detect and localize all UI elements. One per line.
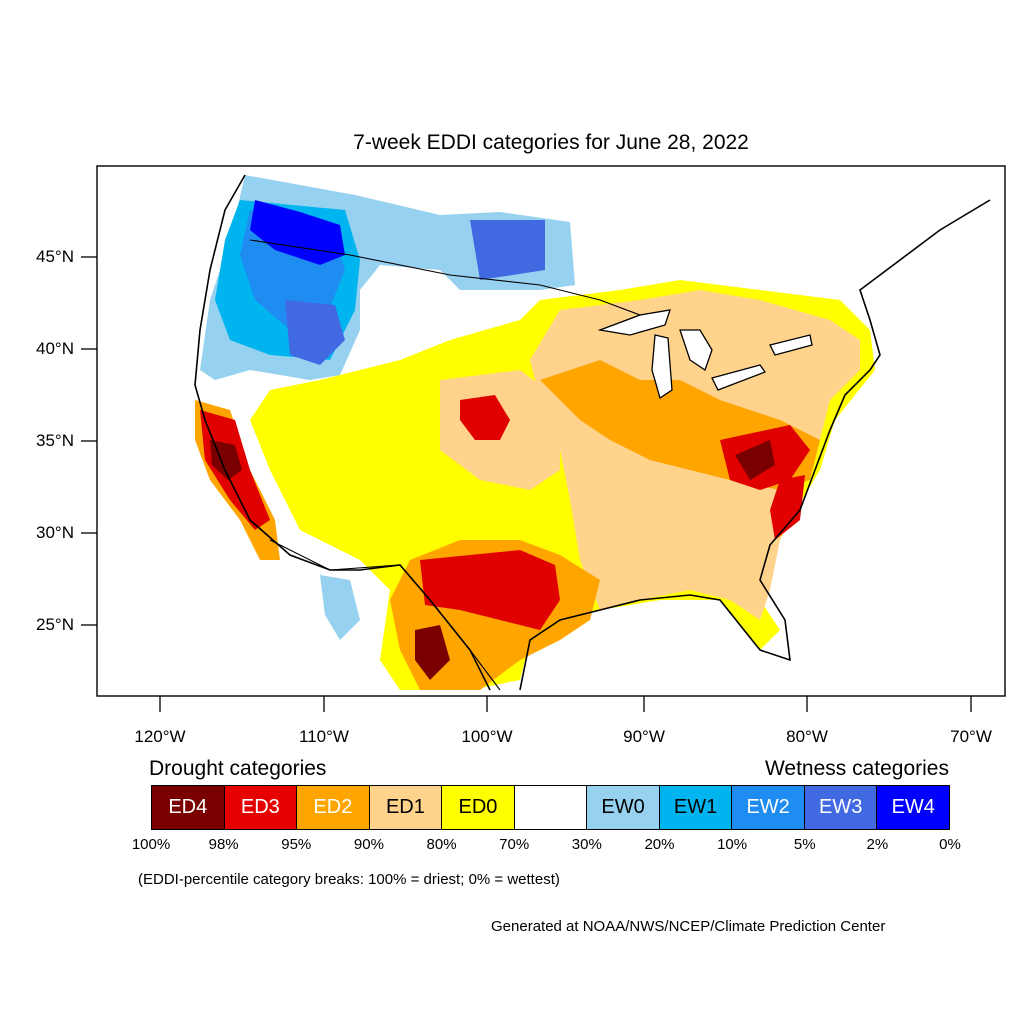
longitude-label: 70°W bbox=[950, 727, 992, 746]
break-label: 0% bbox=[939, 836, 961, 853]
axis-ticks bbox=[81, 256, 972, 712]
longitude-label: 120°W bbox=[134, 727, 186, 746]
map-field bbox=[194, 174, 991, 691]
latitude-label: 25°N bbox=[36, 615, 74, 634]
legend-swatch: ED4 bbox=[152, 786, 225, 829]
legend-swatch: EW2 bbox=[732, 786, 805, 829]
drought-heading: Drought categories bbox=[149, 757, 327, 780]
legend-swatch: EW4 bbox=[877, 786, 950, 829]
category-legend: ED4 ED3 ED2 ED1 ED0 EW0 EW1 EW2 EW3 EW4 bbox=[151, 785, 950, 830]
region-ew4 bbox=[250, 200, 345, 265]
legend-swatch: ED3 bbox=[224, 786, 298, 829]
latitude-label: 40°N bbox=[36, 339, 74, 358]
legend-swatch: ED2 bbox=[297, 786, 370, 829]
region-ed3 bbox=[420, 550, 560, 630]
break-label: 2% bbox=[866, 836, 889, 853]
legend-swatch: EW0 bbox=[587, 786, 660, 829]
break-label: 70% bbox=[499, 836, 530, 853]
map-frame bbox=[96, 165, 1006, 697]
wetness-heading: Wetness categories bbox=[764, 757, 949, 780]
great-lakes bbox=[597, 309, 813, 400]
region-ew3 bbox=[285, 300, 345, 365]
break-label: 10% bbox=[717, 836, 748, 853]
break-label: 5% bbox=[793, 836, 816, 853]
region-ed4 bbox=[210, 440, 242, 480]
region-ed4 bbox=[735, 440, 775, 480]
break-label: 20% bbox=[644, 836, 675, 853]
longitude-label: 90°W bbox=[623, 727, 665, 746]
break-label: 80% bbox=[426, 836, 457, 853]
region-ew0 bbox=[320, 575, 360, 640]
longitude-label: 80°W bbox=[786, 727, 828, 746]
break-label: 98% bbox=[208, 836, 239, 853]
legend-swatch: EW3 bbox=[804, 786, 878, 829]
category-note: (EDDI-percentile category breaks: 100% =… bbox=[138, 871, 560, 888]
legend-swatch bbox=[514, 786, 588, 829]
region-ed3 bbox=[770, 475, 805, 540]
map-title: 7-week EDDI categories for June 28, 2022 bbox=[353, 131, 749, 154]
border-canada bbox=[249, 239, 641, 316]
legend-swatch: ED0 bbox=[442, 786, 515, 829]
break-label: 30% bbox=[571, 836, 602, 853]
region-ew3 bbox=[470, 220, 545, 280]
break-label: 95% bbox=[281, 836, 312, 853]
longitude-label: 100°W bbox=[461, 727, 513, 746]
latitude-label: 35°N bbox=[36, 431, 74, 450]
legend-swatch: ED1 bbox=[369, 786, 443, 829]
credit-line: Generated at NOAA/NWS/NCEP/Climate Predi… bbox=[491, 918, 886, 935]
region-ed4 bbox=[415, 625, 450, 680]
legend-swatch: EW1 bbox=[659, 786, 733, 829]
latitude-label: 30°N bbox=[36, 523, 74, 542]
latitude-label: 45°N bbox=[36, 247, 74, 266]
region-ed3 bbox=[460, 395, 510, 440]
border-mexico bbox=[269, 539, 501, 691]
break-label: 100% bbox=[131, 836, 171, 853]
break-label: 90% bbox=[353, 836, 384, 853]
longitude-label: 110°W bbox=[299, 727, 349, 746]
